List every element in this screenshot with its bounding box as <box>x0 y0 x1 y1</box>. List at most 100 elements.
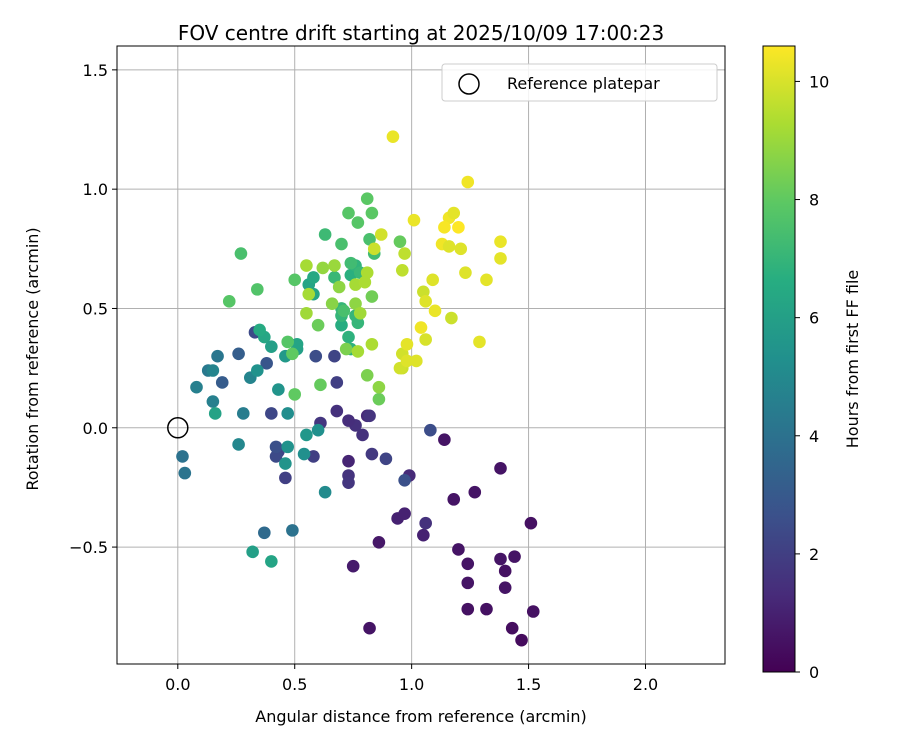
data-point <box>328 349 341 363</box>
data-point <box>307 271 320 284</box>
data-point <box>367 242 381 256</box>
data-point <box>417 528 430 542</box>
data-points <box>176 130 540 647</box>
colorbar-tick-label: 4 <box>809 427 819 446</box>
colorbar-label: Hours from first FF file <box>843 270 862 449</box>
data-point <box>311 318 325 332</box>
data-point <box>342 414 355 427</box>
data-point <box>265 340 278 353</box>
data-point <box>297 447 311 461</box>
colorbar-tick-label: 6 <box>809 309 819 328</box>
data-point <box>251 283 264 296</box>
y-tick-label: 0.5 <box>83 299 108 318</box>
data-point <box>269 450 283 463</box>
data-point <box>461 175 475 189</box>
data-point <box>215 376 229 389</box>
data-point <box>480 602 493 616</box>
x-tick-label: 0.5 <box>282 675 307 694</box>
data-point <box>438 433 451 447</box>
data-point <box>251 364 264 377</box>
colorbar-gradient <box>762 45 796 673</box>
data-point <box>342 330 355 344</box>
data-point <box>407 213 421 227</box>
data-point <box>281 440 295 454</box>
data-point <box>260 357 273 370</box>
data-point <box>508 550 521 563</box>
y-tick-label: −0.5 <box>69 538 108 557</box>
y-axis-ticks: −0.5 0.0 0.5 1.0 1.5 <box>69 61 117 557</box>
data-point <box>494 552 507 566</box>
y-axis-label: Rotation from reference (arcmin) <box>23 227 42 490</box>
data-point <box>281 335 295 349</box>
data-point <box>428 304 442 318</box>
data-point <box>330 404 344 418</box>
legend: Reference platepar <box>441 63 718 102</box>
data-point <box>494 462 507 475</box>
data-point <box>400 337 414 351</box>
data-point <box>395 263 409 277</box>
data-point <box>386 130 400 143</box>
data-point <box>318 228 332 241</box>
data-point <box>190 380 203 394</box>
data-point <box>286 347 299 361</box>
data-point <box>288 388 302 401</box>
data-point <box>265 555 278 568</box>
colorbar-tick-label: 10 <box>809 72 829 91</box>
data-point <box>473 335 486 349</box>
colorbar-tick-label: 0 <box>809 663 819 682</box>
data-point <box>208 407 222 420</box>
data-point <box>468 485 482 499</box>
legend-label: Reference platepar <box>507 74 660 93</box>
data-point <box>414 321 428 334</box>
data-point <box>419 333 432 346</box>
data-point <box>232 438 245 451</box>
colorbar: 0 2 4 6 8 10 Hours from first FF file <box>762 45 862 682</box>
data-point <box>358 275 372 289</box>
data-point <box>281 407 295 420</box>
data-point <box>452 543 465 556</box>
data-point <box>265 407 278 420</box>
data-point <box>494 252 507 265</box>
data-point <box>335 318 348 332</box>
data-point <box>419 295 432 308</box>
reference-marker-layer <box>167 417 189 439</box>
data-point <box>363 409 376 423</box>
data-point <box>353 306 367 320</box>
data-point <box>330 376 344 389</box>
data-point <box>332 280 346 294</box>
data-point <box>258 526 271 540</box>
data-point <box>344 256 358 270</box>
data-point <box>461 602 475 616</box>
data-point <box>300 259 313 272</box>
data-point <box>311 423 325 437</box>
x-tick-label: 2.0 <box>633 675 658 694</box>
data-point <box>335 237 348 251</box>
data-point <box>314 378 327 392</box>
data-point <box>400 354 414 368</box>
data-point <box>360 368 374 382</box>
x-tick-label: 1.0 <box>399 675 424 694</box>
data-point <box>494 235 507 248</box>
data-point <box>300 306 313 320</box>
data-point <box>279 457 292 470</box>
y-tick-label: 1.5 <box>83 61 108 80</box>
data-point <box>246 545 259 559</box>
data-point <box>351 216 365 229</box>
data-point <box>426 273 439 287</box>
chart-title: FOV centre drift starting at 2025/10/09 … <box>178 21 664 45</box>
data-point <box>360 192 374 206</box>
data-point <box>176 450 189 463</box>
colorbar-ticks: 0 2 4 6 8 10 <box>795 72 829 682</box>
x-axis-ticks: 0.0 0.5 1.0 1.5 2.0 <box>165 664 658 694</box>
data-point <box>398 473 411 487</box>
data-point <box>454 242 468 256</box>
data-point <box>342 206 355 220</box>
data-point <box>286 524 299 537</box>
data-point <box>342 476 355 489</box>
data-point <box>178 466 192 480</box>
data-point <box>424 423 437 437</box>
data-point <box>365 447 379 461</box>
data-point <box>222 295 236 308</box>
y-tick-label: 0.0 <box>83 419 108 438</box>
